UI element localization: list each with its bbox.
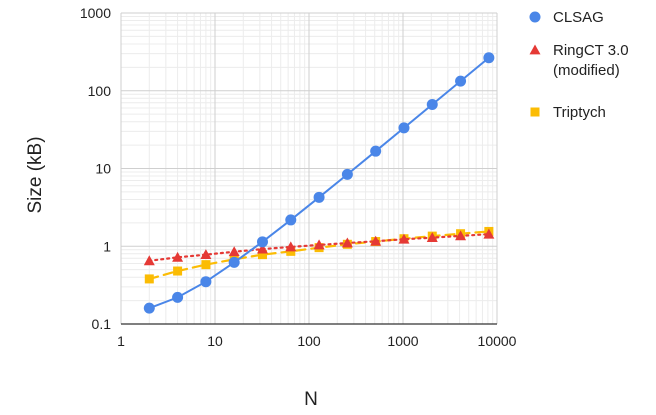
data-point-ringct-3-0-modified [228,246,240,257]
data-point-clsag [398,122,410,134]
legend-label-clsag: CLSAG [553,9,604,26]
data-point-clsag [370,145,382,157]
data-point-ringct-3-0-modified [313,239,325,250]
x-tick-label: 1000 [387,333,418,349]
data-point-clsag [313,191,325,203]
data-point-ringct-3-0-modified [483,228,495,239]
x-tick-label: 100 [297,333,321,349]
data-point-triptych [144,274,154,284]
legend-item-clsag: CLSAG [529,9,604,26]
tick-labels: 1 10 100 1000 10000 0.1 1 10 100 1000 [80,5,517,349]
x-axis-title: N [304,389,318,410]
data-point-ringct-3-0-modified [172,251,184,262]
data-point-triptych [286,246,296,256]
x-tick-label: 1 [117,333,125,349]
series-ringct-3-0-modified [143,228,495,266]
y-axis-title: Size (kB) [25,136,46,213]
series-layer [143,52,495,314]
data-point-ringct-3-0-modified [285,241,297,252]
legend-label-ringct-3-0-modified: RingCT 3.0 (modified) [553,42,629,79]
major-gridlines [120,12,498,325]
data-point-ringct-3-0-modified [426,232,438,243]
series-clsag [143,52,495,314]
data-point-clsag [285,214,297,226]
data-point-clsag [256,236,268,248]
data-point-clsag [426,98,438,110]
y-tick-label: 0.1 [92,316,112,332]
legend-marker-ringct-3-0-modified [529,44,541,55]
legend-item-triptych: Triptych [530,104,606,121]
data-point-clsag [483,52,495,64]
data-point-ringct-3-0-modified [256,243,268,254]
data-point-ringct-3-0-modified [143,255,155,266]
y-tick-label: 1000 [80,5,111,21]
data-point-clsag [200,276,212,288]
data-point-triptych [257,250,267,260]
data-point-clsag [455,75,467,87]
y-tick-label: 1 [103,238,111,254]
x-tick-label: 10000 [478,333,517,349]
data-point-ringct-3-0-modified [200,249,212,260]
data-point-clsag [172,291,184,303]
data-point-clsag [341,168,353,180]
legend-label-triptych: Triptych [553,104,606,121]
data-point-ringct-3-0-modified [455,230,467,241]
legend: CLSAG RingCT 3.0 (modified) Triptych [529,9,629,121]
y-tick-label: 100 [88,83,112,99]
data-point-triptych [173,266,183,276]
y-tick-label: 10 [95,161,111,177]
data-point-clsag [228,256,240,268]
legend-marker-triptych [530,107,540,117]
data-point-triptych [201,260,211,270]
legend-item-ringct-3-0-modified: RingCT 3.0 (modified) [529,42,629,79]
legend-marker-clsag [529,11,541,23]
data-point-ringct-3-0-modified [341,237,353,248]
data-point-ringct-3-0-modified [370,235,382,246]
x-tick-label: 10 [207,333,223,349]
data-point-clsag [143,302,155,314]
data-point-ringct-3-0-modified [398,233,410,244]
